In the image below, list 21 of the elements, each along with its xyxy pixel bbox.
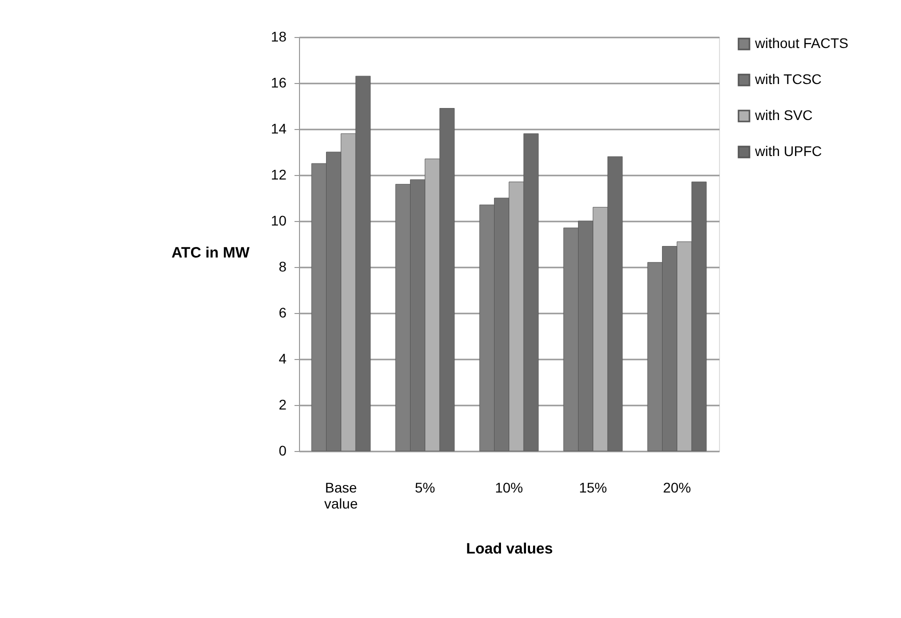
x-tick-label: Base value [324,480,358,512]
x-tick-label: 20% [662,480,692,496]
y-tick-label: 18 [270,28,287,44]
y-tick-label: 10 [270,212,287,228]
y-tick-label: 14 [270,120,287,136]
legend-label: with TCSC [754,71,822,87]
y-tick-label: 6 [278,304,287,320]
y-tick-label: 0 [278,442,287,458]
y-axis-title: ATC in MW [171,244,250,262]
x-axis-title: Load values [466,540,553,558]
x-tick-label: 5% [414,480,436,496]
legend-label: with UPFC [754,143,822,159]
y-tick-label: 16 [270,74,287,90]
y-tick-label: 2 [278,396,287,412]
legend-label: without FACTS [754,35,848,51]
x-tick-label: 15% [578,480,608,496]
y-tick-label: 12 [270,166,287,182]
y-tick-label: 8 [278,258,287,274]
y-tick-label: 4 [278,350,287,366]
x-tick-label: 10% [494,480,524,496]
legend-label: with SVC [754,107,813,123]
